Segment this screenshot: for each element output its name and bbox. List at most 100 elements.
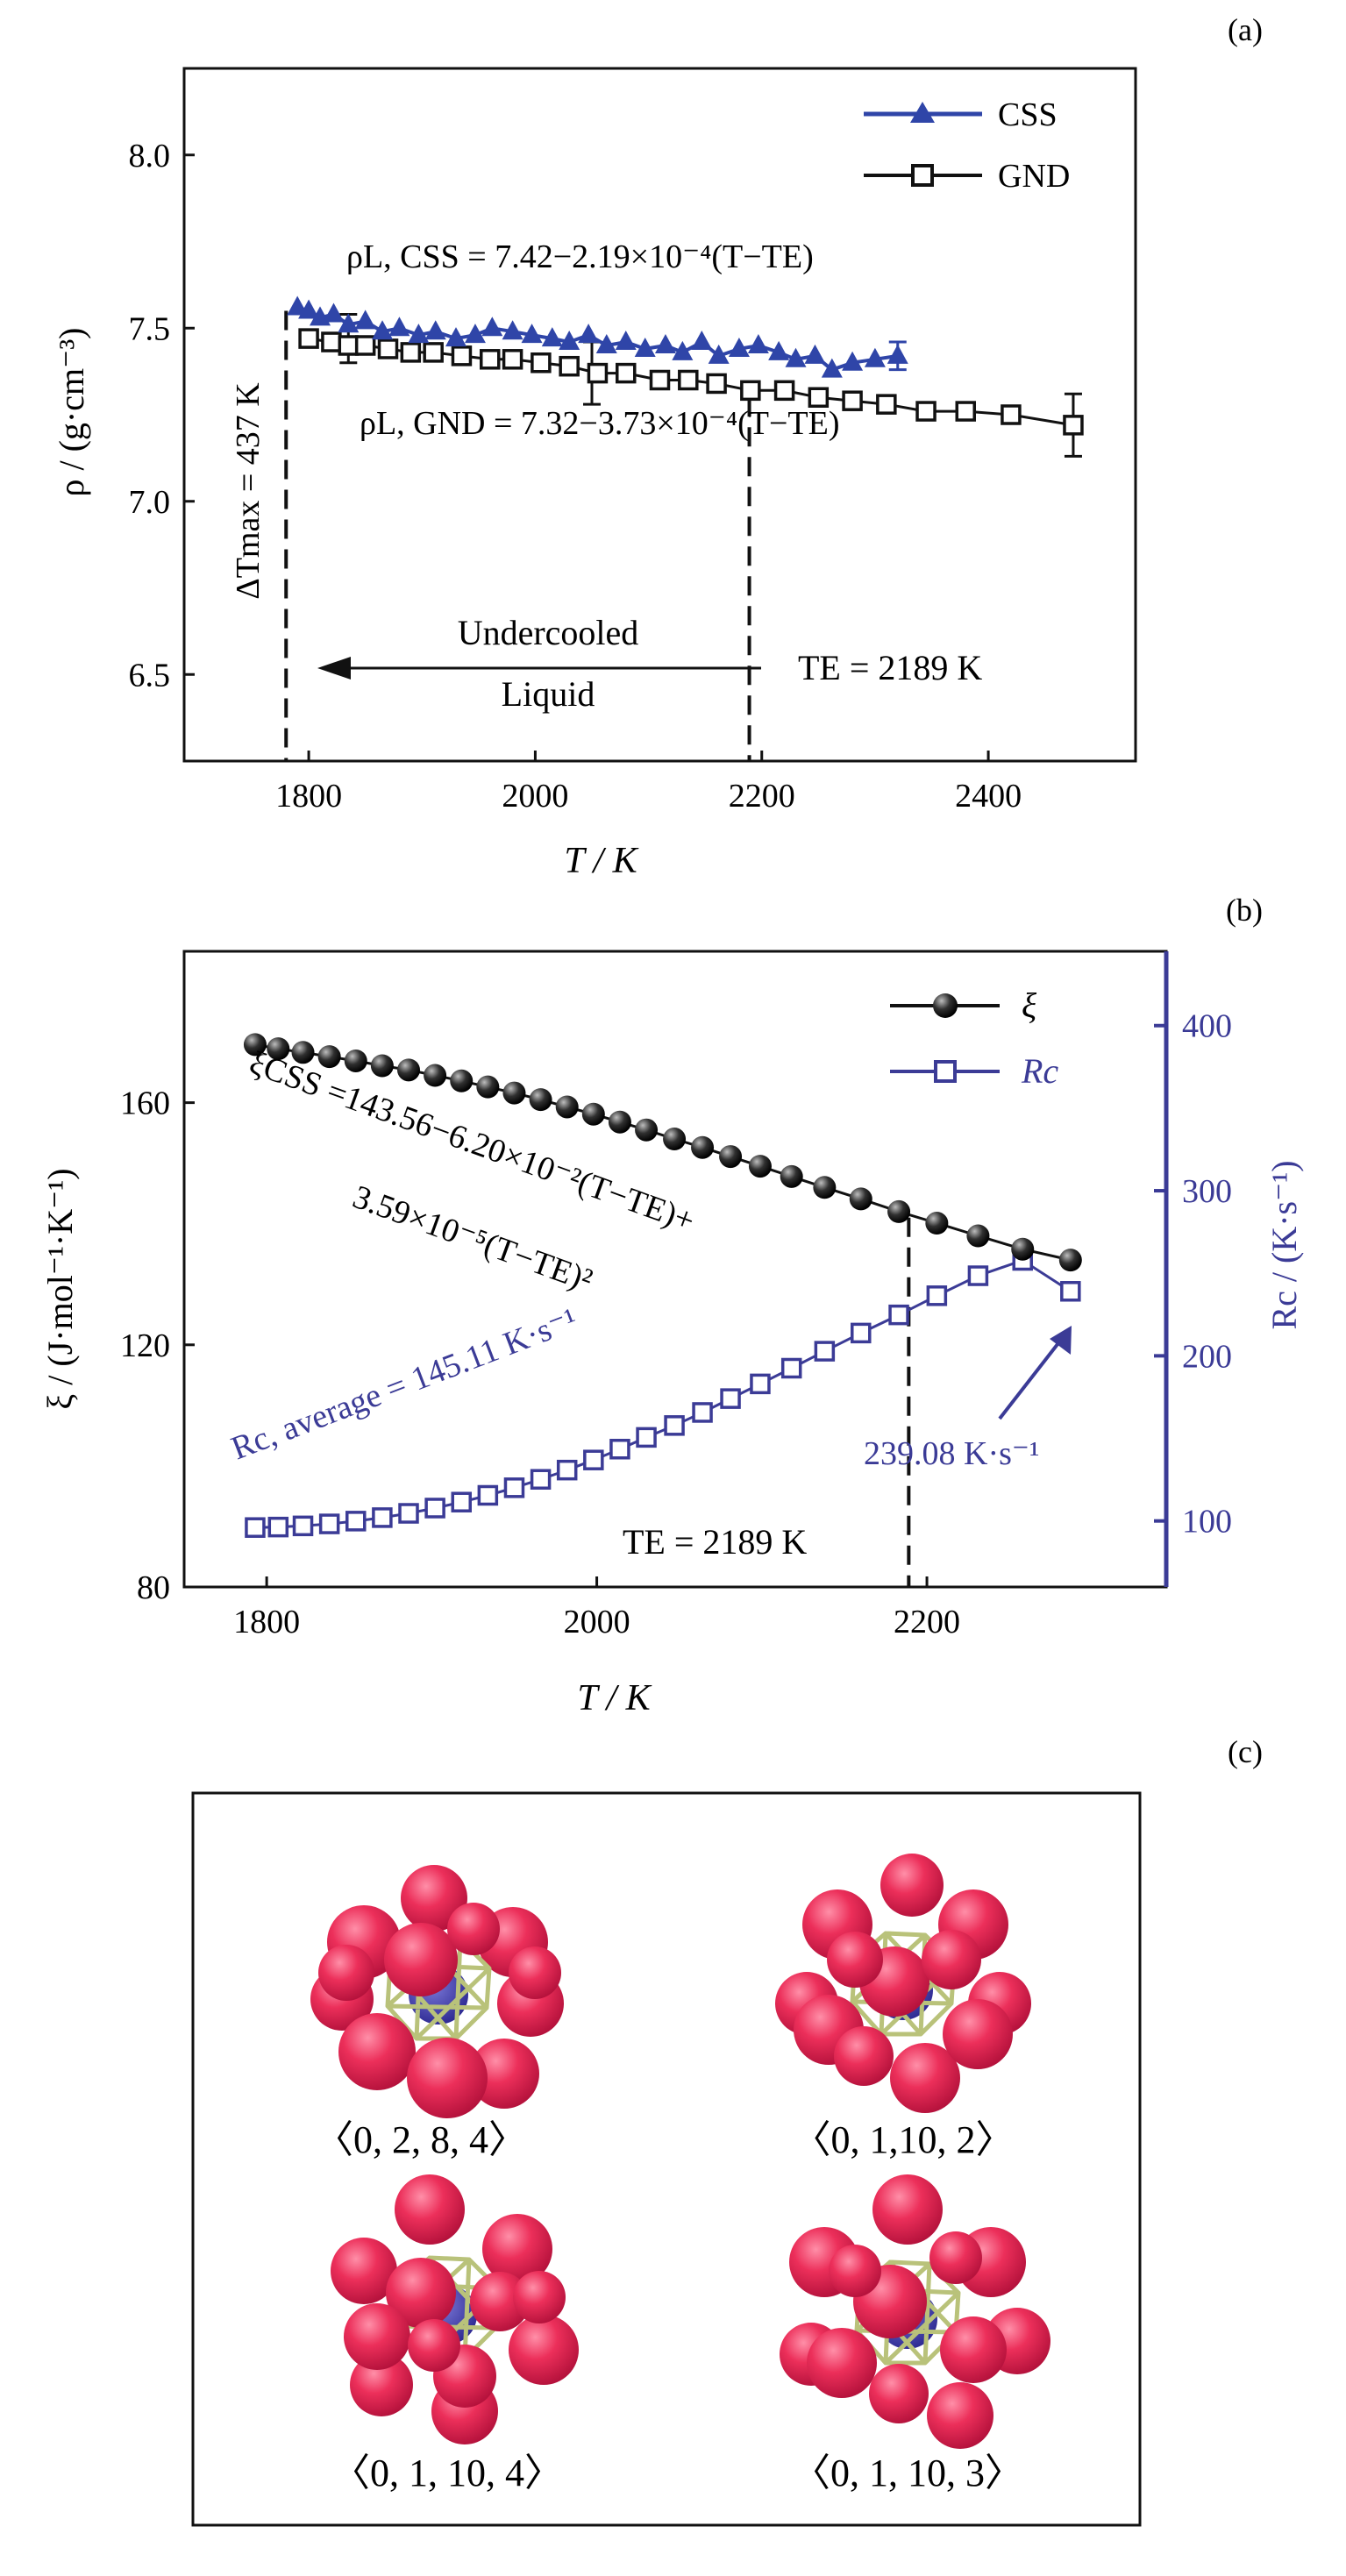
data-point-css bbox=[821, 358, 843, 378]
atom-sphere bbox=[943, 1999, 1013, 2069]
data-point-xi bbox=[608, 1110, 631, 1134]
plot-frame-a bbox=[182, 67, 1137, 763]
data-point-gnd bbox=[955, 401, 976, 422]
data-point-rc bbox=[814, 1341, 836, 1362]
data-point-rc bbox=[245, 1517, 266, 1538]
data-point-rc bbox=[1060, 1281, 1081, 1302]
equation-gnd: ρL, GND = 7.32−3.73×10⁻⁴(T−TE) bbox=[360, 405, 839, 442]
data-point-xi bbox=[529, 1088, 552, 1112]
legend-a: CSS GND bbox=[864, 96, 1070, 195]
data-point-xi bbox=[397, 1058, 420, 1082]
atom-sphere bbox=[318, 1945, 374, 2001]
rc-end-arrow-shaft bbox=[998, 1338, 1063, 1420]
cluster-0-1-10-3 bbox=[780, 2174, 1050, 2449]
data-point-rc bbox=[926, 1285, 948, 1306]
legend-xi-marker bbox=[933, 993, 958, 1018]
data-point-rc bbox=[664, 1415, 685, 1436]
data-point-xi bbox=[502, 1081, 526, 1105]
cluster-label-4: 〈0, 1, 10, 3〉 bbox=[792, 2451, 1023, 2494]
data-point-rc bbox=[851, 1322, 872, 1344]
y-tick-label-b: 120 bbox=[120, 1327, 170, 1364]
data-point-css bbox=[445, 327, 466, 347]
data-point-rc bbox=[780, 1357, 802, 1379]
data-point-xi bbox=[813, 1176, 837, 1199]
annotation-te-b: TE = 2189 K bbox=[623, 1522, 807, 1562]
data-point-xi bbox=[719, 1145, 743, 1169]
data-point-xi bbox=[581, 1102, 605, 1126]
data-point-css bbox=[654, 334, 676, 353]
data-point-rc bbox=[372, 1507, 393, 1528]
y-axis-title-b: ξ / (J·mol⁻¹·K⁻¹) bbox=[40, 1168, 80, 1409]
data-point-xi bbox=[291, 1041, 315, 1064]
atom-sphere bbox=[482, 2214, 552, 2284]
legend-gnd-marker bbox=[911, 164, 934, 187]
panel-c: (c) 〈0, 2, 8, 4〉 〈0, 1,10, 2〉 〈0, 1, 10,… bbox=[191, 1734, 1263, 2527]
axis-ticks-b: 1800 2000 2200 80 120 160 100 200 300 400 bbox=[120, 1008, 1232, 1640]
data-point-gnd bbox=[559, 355, 580, 377]
cluster-label-3: 〈0, 1, 10, 4〉 bbox=[331, 2451, 563, 2494]
data-point-rc bbox=[398, 1503, 419, 1524]
cluster-frame bbox=[191, 1791, 1142, 2527]
data-point-css bbox=[372, 320, 394, 340]
axis-ticks-a: 1800 2000 2200 2400 6.5 7.0 7.5 8.0 bbox=[129, 138, 1022, 815]
y-tick-label-a: 7.0 bbox=[129, 484, 171, 521]
atom-sphere bbox=[395, 2174, 465, 2245]
data-point-css bbox=[672, 340, 694, 360]
data-point-rc bbox=[477, 1484, 499, 1506]
data-point-gnd bbox=[502, 349, 523, 370]
cluster-label-2: 〈0, 1,10, 2〉 bbox=[793, 2118, 1015, 2161]
atom-sphere bbox=[350, 2353, 413, 2416]
data-point-css bbox=[559, 331, 580, 351]
annotation-rc-average: Rc, average = 145.11 K·s⁻¹ bbox=[226, 1301, 582, 1467]
data-point-rc bbox=[267, 1516, 289, 1538]
data-point-gnd bbox=[321, 331, 342, 352]
data-point-xi bbox=[691, 1135, 715, 1159]
atom-sphere bbox=[344, 2303, 410, 2370]
series-rc bbox=[245, 1249, 1081, 1538]
atom-sphere bbox=[927, 2382, 993, 2449]
data-point-css bbox=[298, 299, 320, 319]
series-xi bbox=[243, 1033, 1082, 1272]
data-point-gnd bbox=[423, 342, 444, 363]
data-point-gnd bbox=[451, 345, 473, 366]
data-point-css bbox=[691, 331, 713, 351]
data-point-gnd bbox=[400, 342, 422, 363]
atom-sphere bbox=[940, 2316, 1007, 2383]
cluster-images bbox=[310, 1854, 1050, 2449]
data-point-rc bbox=[556, 1459, 578, 1481]
data-point-rc bbox=[451, 1491, 472, 1512]
data-point-rc bbox=[583, 1449, 604, 1470]
data-point-css bbox=[728, 337, 750, 357]
data-point-xi bbox=[925, 1212, 949, 1235]
series-group-a bbox=[287, 295, 1084, 458]
data-point-xi bbox=[780, 1164, 803, 1188]
undercooled-arrow-head bbox=[317, 657, 351, 680]
data-point-xi bbox=[966, 1224, 990, 1248]
rc-end-arrow-head bbox=[1050, 1326, 1072, 1355]
data-point-css bbox=[708, 344, 730, 364]
atom-sphere bbox=[469, 2039, 539, 2109]
data-point-xi bbox=[635, 1118, 659, 1142]
data-point-css bbox=[747, 334, 769, 353]
reference-lines-a bbox=[284, 310, 751, 761]
cluster-label-1: 〈0, 2, 8, 4〉 bbox=[315, 2118, 527, 2161]
legend-rc-label: Rc bbox=[1021, 1051, 1058, 1091]
x-tick-label-a: 1800 bbox=[275, 778, 342, 815]
data-point-gnd bbox=[740, 380, 761, 402]
data-point-xi bbox=[849, 1187, 872, 1211]
atom-sphere bbox=[470, 2272, 530, 2331]
data-point-rc bbox=[967, 1265, 989, 1286]
data-point-xi bbox=[317, 1045, 341, 1069]
atom-sphere bbox=[401, 1865, 467, 1932]
data-point-gnd bbox=[915, 401, 937, 422]
atom-sphere bbox=[509, 1946, 561, 1999]
atom-sphere bbox=[407, 2038, 488, 2118]
data-point-css bbox=[768, 340, 790, 360]
atom-sphere bbox=[929, 2231, 982, 2284]
x-tick-label-a: 2000 bbox=[502, 778, 568, 815]
cluster-0-1-10-2 bbox=[775, 1854, 1031, 2113]
data-point-gnd bbox=[1001, 404, 1022, 425]
atom-sphere bbox=[807, 2328, 877, 2398]
annotation-te-a: TE = 2189 K bbox=[798, 648, 982, 687]
data-point-rc bbox=[503, 1477, 525, 1498]
